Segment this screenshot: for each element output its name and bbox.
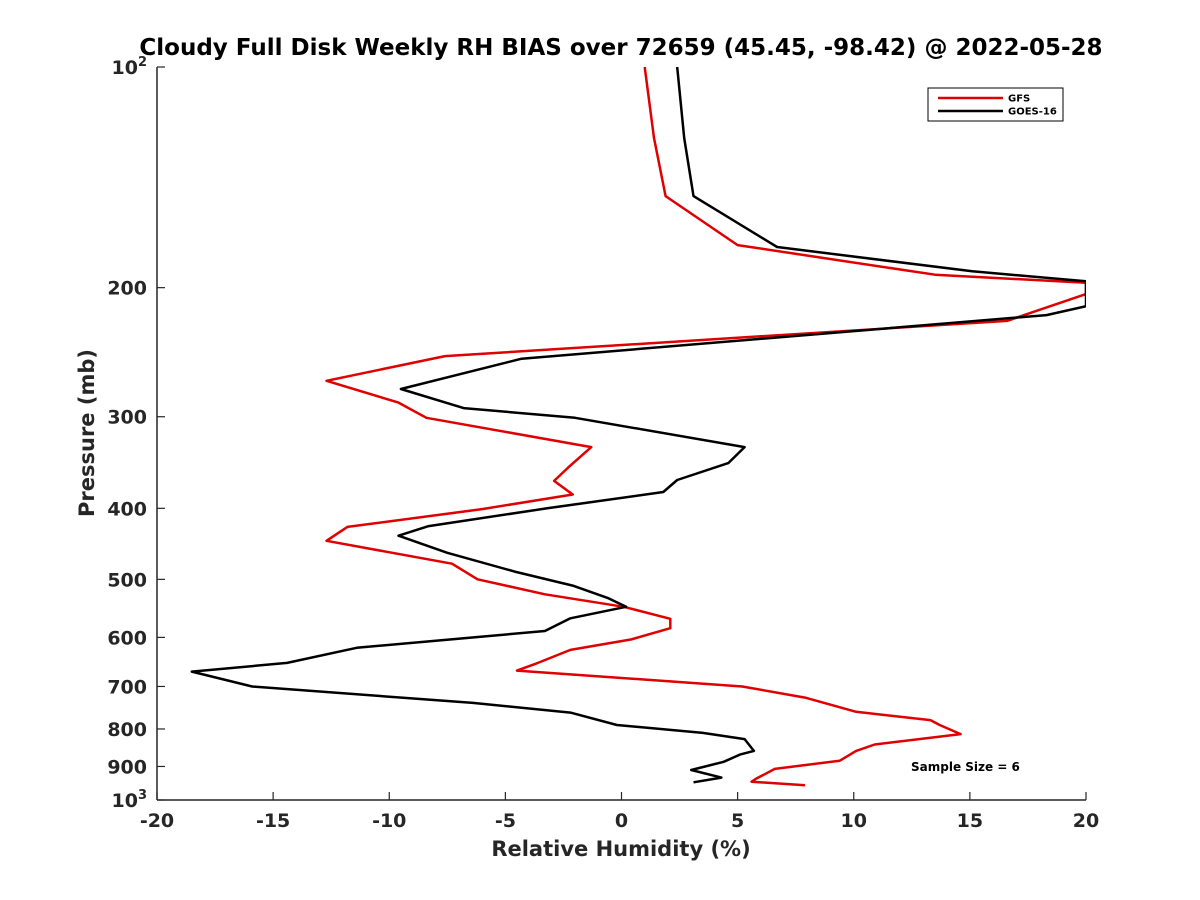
legend-box — [927, 87, 1064, 122]
x-tick-label: 10 — [841, 810, 867, 832]
x-tick-label: -20 — [140, 810, 174, 832]
series-line-gfs — [325, 67, 1086, 787]
y-tick-label: 200 — [107, 278, 147, 300]
x-tick-label: -5 — [495, 810, 516, 832]
y-tick-label: 102 — [112, 55, 148, 79]
y-tick-label: 700 — [107, 676, 147, 698]
series-layer — [190, 67, 1086, 787]
sample-size-annotation: Sample Size = 6 — [911, 760, 1020, 774]
chart-title: Cloudy Full Disk Weekly RH BIAS over 726… — [139, 35, 1102, 61]
legend: GFS GOES-16 — [927, 87, 1064, 122]
y-tick-label: 400 — [107, 498, 147, 520]
y-tick-label: 800 — [107, 719, 147, 741]
x-tick-label: 0 — [615, 810, 628, 832]
x-tick-label: -15 — [256, 810, 290, 832]
legend-label-goes-16: GOES-16 — [1008, 107, 1057, 118]
x-tick-label: 5 — [731, 810, 744, 832]
y-axis-ticks: 102 200 300 400 500 600 700 800 900 103 — [107, 55, 165, 812]
y-tick-label: 600 — [107, 627, 147, 649]
x-axis-ticks: -20 -15 -10 -5 0 5 10 15 20 — [140, 792, 1099, 832]
y-tick-label: 300 — [107, 407, 147, 429]
x-tick-label: 15 — [957, 810, 983, 832]
legend-label-gfs: GFS — [1008, 94, 1030, 105]
y-tick-label: 103 — [112, 788, 148, 812]
y-tick-label: 500 — [107, 569, 147, 591]
y-tick-label: 900 — [107, 756, 147, 778]
x-axis-label: Relative Humidity (%) — [491, 837, 750, 861]
y-axis-label: Pressure (mb) — [75, 349, 99, 517]
x-tick-label: -10 — [372, 810, 406, 832]
x-tick-label: 20 — [1073, 810, 1099, 832]
series-line-goes-16 — [190, 67, 1086, 784]
